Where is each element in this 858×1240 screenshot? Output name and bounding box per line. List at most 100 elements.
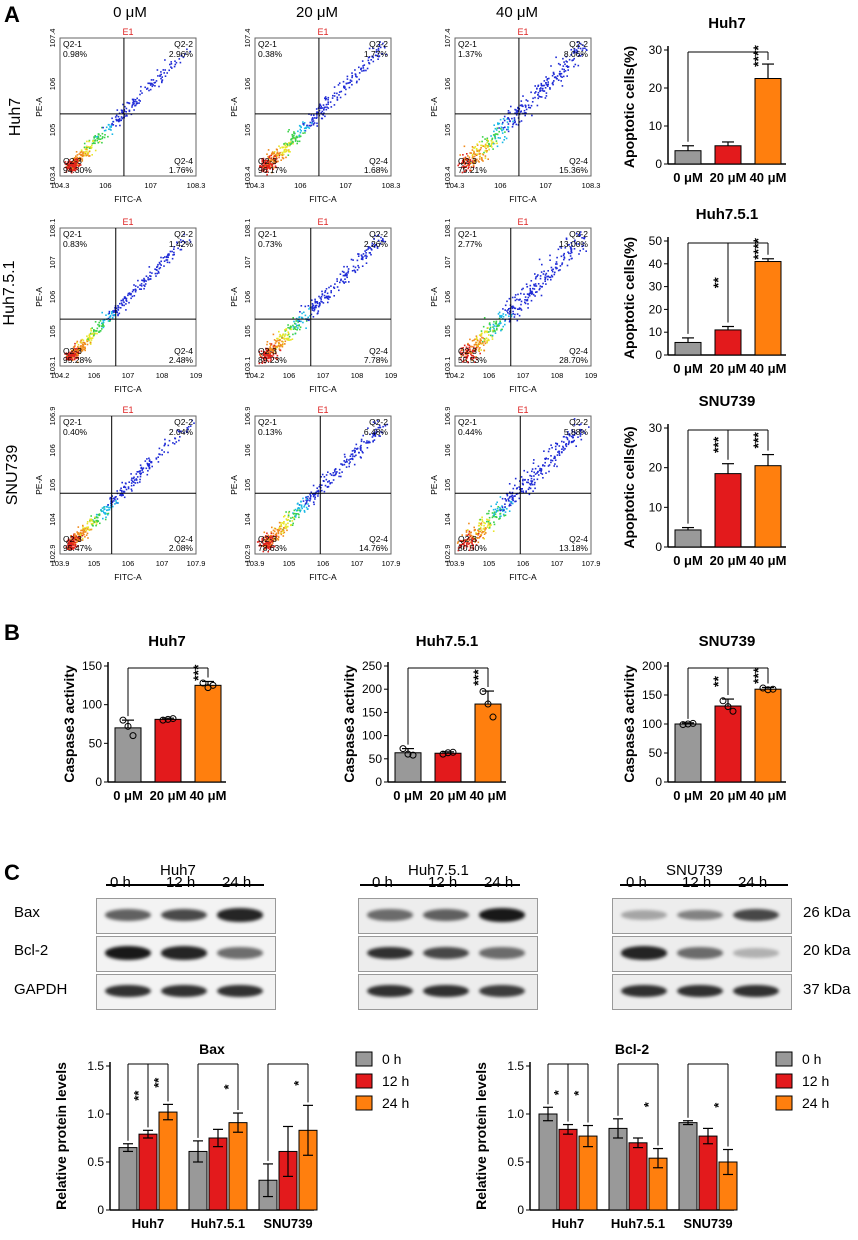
scatter-event <box>377 52 380 55</box>
scatter-event <box>322 302 325 304</box>
scatter-event <box>276 345 278 348</box>
scatter-event <box>461 166 463 168</box>
scatter-event <box>108 124 110 126</box>
scatter-event <box>475 544 478 546</box>
scatter-event <box>84 148 87 150</box>
scatter-event <box>118 120 120 123</box>
scatter-event <box>88 335 91 338</box>
scatter-event <box>506 493 509 496</box>
scatter-event <box>111 122 113 125</box>
scatter-event <box>548 464 551 466</box>
scatter-event <box>479 155 481 158</box>
scatter-event <box>351 450 354 452</box>
scatter-event <box>115 125 117 127</box>
scatter-event <box>373 439 376 441</box>
scatter-event <box>570 54 572 56</box>
scatter-event <box>379 426 382 429</box>
scatter-event <box>468 536 471 539</box>
scatter-event <box>139 284 141 286</box>
scatter-event <box>271 355 274 357</box>
scatter-event <box>114 314 116 316</box>
flow-plot: E1Q2-10.44%Q2-25.88%Q2-380.50%Q2-413.18%… <box>429 405 600 582</box>
scatter-event <box>97 141 100 144</box>
scatter-event <box>351 72 353 74</box>
scatter-event <box>173 65 176 68</box>
scatter-event <box>137 279 139 282</box>
scatter-event <box>299 328 301 331</box>
scatter-event <box>523 293 525 295</box>
scatter-event <box>132 477 135 480</box>
scatter-event <box>579 234 581 237</box>
scatter-event <box>533 459 535 461</box>
scatter-event <box>133 109 135 111</box>
scatter-event <box>549 254 551 257</box>
scatter-event <box>82 341 85 344</box>
scatter-event <box>336 278 338 280</box>
scatter-event <box>146 463 149 466</box>
scatter-event <box>356 447 359 450</box>
scatter-event <box>537 84 540 87</box>
scatter-event <box>299 125 302 128</box>
scatter-event <box>315 117 318 119</box>
scatter-event <box>499 137 501 139</box>
scatter-event <box>479 335 482 337</box>
y-tick-label: 106 <box>243 291 252 304</box>
scatter-event <box>329 101 332 103</box>
scatter-event <box>114 498 116 500</box>
scatter-event <box>494 136 496 139</box>
scatter-event <box>284 514 286 517</box>
scatter-event <box>71 547 73 549</box>
scatter-event <box>466 534 469 537</box>
scatter-event <box>482 344 485 346</box>
scatter-event <box>464 159 466 161</box>
scatter-event <box>372 47 374 50</box>
scatter-event <box>295 514 297 516</box>
scatter-event <box>366 442 369 444</box>
scatter-event <box>558 452 561 455</box>
bar <box>154 718 182 783</box>
scatter-event <box>270 545 273 548</box>
scatter-event <box>482 337 485 339</box>
scatter-event <box>86 528 89 530</box>
scatter-event <box>466 353 468 355</box>
scatter-event <box>132 101 134 104</box>
scatter-event <box>292 141 294 143</box>
scatter-event <box>301 507 303 510</box>
scatter-event <box>299 135 302 138</box>
scatter-event <box>360 444 362 447</box>
scatter-event <box>321 473 324 476</box>
scatter-event <box>491 512 494 514</box>
scatter-event <box>379 435 381 437</box>
scatter-event <box>569 252 572 255</box>
scatter-event <box>492 326 494 328</box>
scatter-event <box>544 277 547 279</box>
scatter-event <box>502 128 505 131</box>
scatter-event <box>563 256 566 258</box>
scatter-event <box>126 115 128 117</box>
scatter-event <box>267 542 270 544</box>
scatter-event <box>74 537 76 539</box>
scatter-event <box>87 152 89 155</box>
scatter-event <box>543 270 545 273</box>
scatter-event <box>157 263 159 266</box>
scatter-event <box>527 296 530 299</box>
scatter-event <box>561 440 563 443</box>
scatter-event <box>584 432 586 434</box>
scatter-event <box>508 308 510 310</box>
scatter-event <box>68 167 71 170</box>
scatter-event <box>77 545 79 547</box>
scatter-event <box>314 304 317 307</box>
scatter-event <box>287 145 289 147</box>
scatter-event <box>164 438 166 441</box>
scatter-event <box>467 541 469 543</box>
scatter-event <box>70 357 72 360</box>
scatter-event <box>528 106 530 109</box>
scatter-event <box>365 257 367 259</box>
scatter-event <box>102 324 104 326</box>
quadrant-percent: 2.77% <box>458 239 483 249</box>
blot-size-label: 20 kDa <box>803 942 851 959</box>
y-tick-label: 107.4 <box>243 29 252 48</box>
scatter-event <box>261 167 264 169</box>
scatter-event <box>79 352 81 354</box>
scatter-event <box>267 547 270 550</box>
